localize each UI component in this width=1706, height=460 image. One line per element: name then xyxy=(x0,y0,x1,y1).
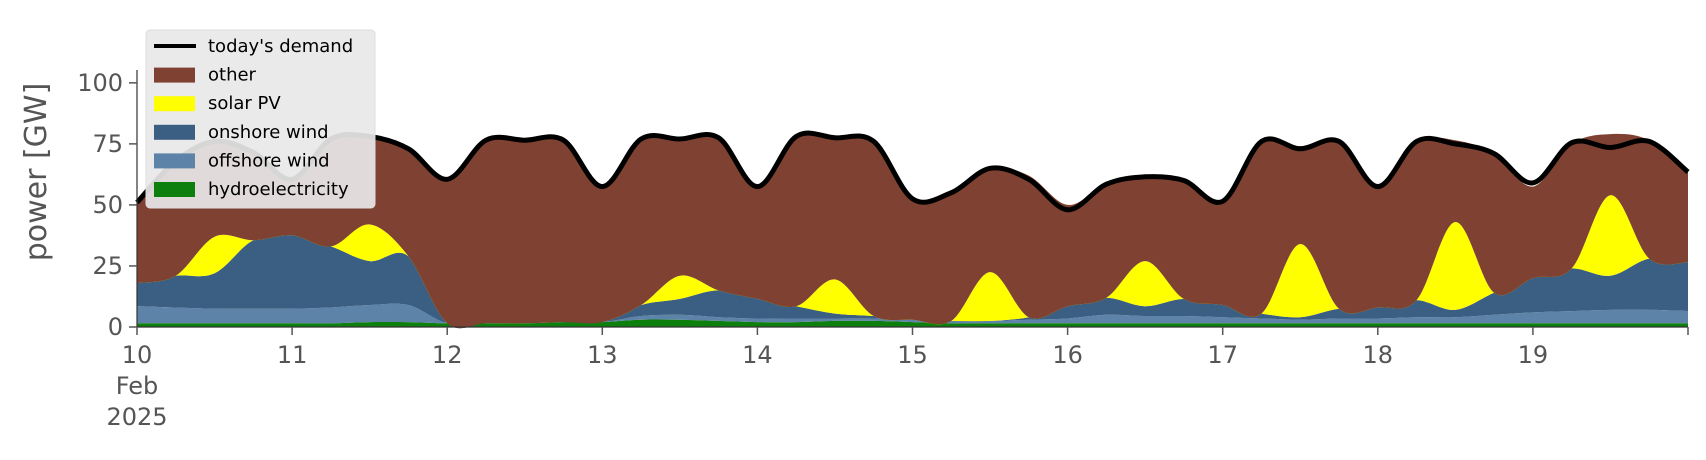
x-tick-label-19: 19 xyxy=(1518,341,1549,369)
x-tick-label-18: 18 xyxy=(1363,341,1394,369)
x-tick-label-13: 13 xyxy=(587,341,618,369)
y-tick-label-100: 100 xyxy=(77,69,123,97)
legend-label-onshore-wind: onshore wind xyxy=(208,122,329,143)
x-tick-label-16: 16 xyxy=(1052,341,1083,369)
x-tick-label-10-line1: Feb xyxy=(116,372,159,400)
legend: today's demand other solar PV onshore wind o… xyxy=(145,29,376,209)
legend-label-offshore-wind: offshore wind xyxy=(208,150,330,171)
x-tick-label-10: 10 xyxy=(122,341,153,369)
legend-label-solar-pv: solar PV xyxy=(208,93,281,114)
legend-swatch-other xyxy=(154,67,195,83)
area-other xyxy=(137,132,1688,329)
x-tick-label-17: 17 xyxy=(1207,341,1238,369)
x-tick-label-15: 15 xyxy=(897,341,928,369)
y-tick-label-75: 75 xyxy=(92,130,123,158)
legend-label-hydroelectricity: hydroelectricity xyxy=(208,179,349,200)
x-tick-label-14: 14 xyxy=(742,341,773,369)
legend-box xyxy=(145,29,376,209)
legend-swatch-onshore-wind xyxy=(154,124,195,140)
area-solar-pv xyxy=(137,195,1688,329)
axes: 0 25 50 75 100 10 Feb 2025 11 12 13 14 15 16 17 18 19 xyxy=(77,69,1689,431)
x-tick-label-12: 12 xyxy=(432,341,463,369)
x-tick-label-11: 11 xyxy=(277,341,308,369)
legend-label-other: other xyxy=(208,65,257,86)
y-tick-label-25: 25 xyxy=(92,252,123,280)
y-tick-label-0: 0 xyxy=(108,313,123,341)
y-tick-label-50: 50 xyxy=(92,191,123,219)
stacked-areas xyxy=(137,132,1688,329)
legend-swatch-hydroelectricity xyxy=(154,182,195,197)
area-hydroelectricity xyxy=(137,319,1688,327)
legend-swatch-solar-pv xyxy=(154,96,195,112)
legend-swatch-offshore-wind xyxy=(154,153,195,169)
area-offshore-wind xyxy=(137,303,1688,325)
y-axis-label: power [GW] xyxy=(19,83,54,262)
x-tick-label-10-line2: 2025 xyxy=(106,403,167,431)
series-line-todays-demand xyxy=(135,130,1690,213)
area-onshore-wind xyxy=(137,234,1688,329)
legend-label-today-s-demand: today's demand xyxy=(208,36,353,57)
